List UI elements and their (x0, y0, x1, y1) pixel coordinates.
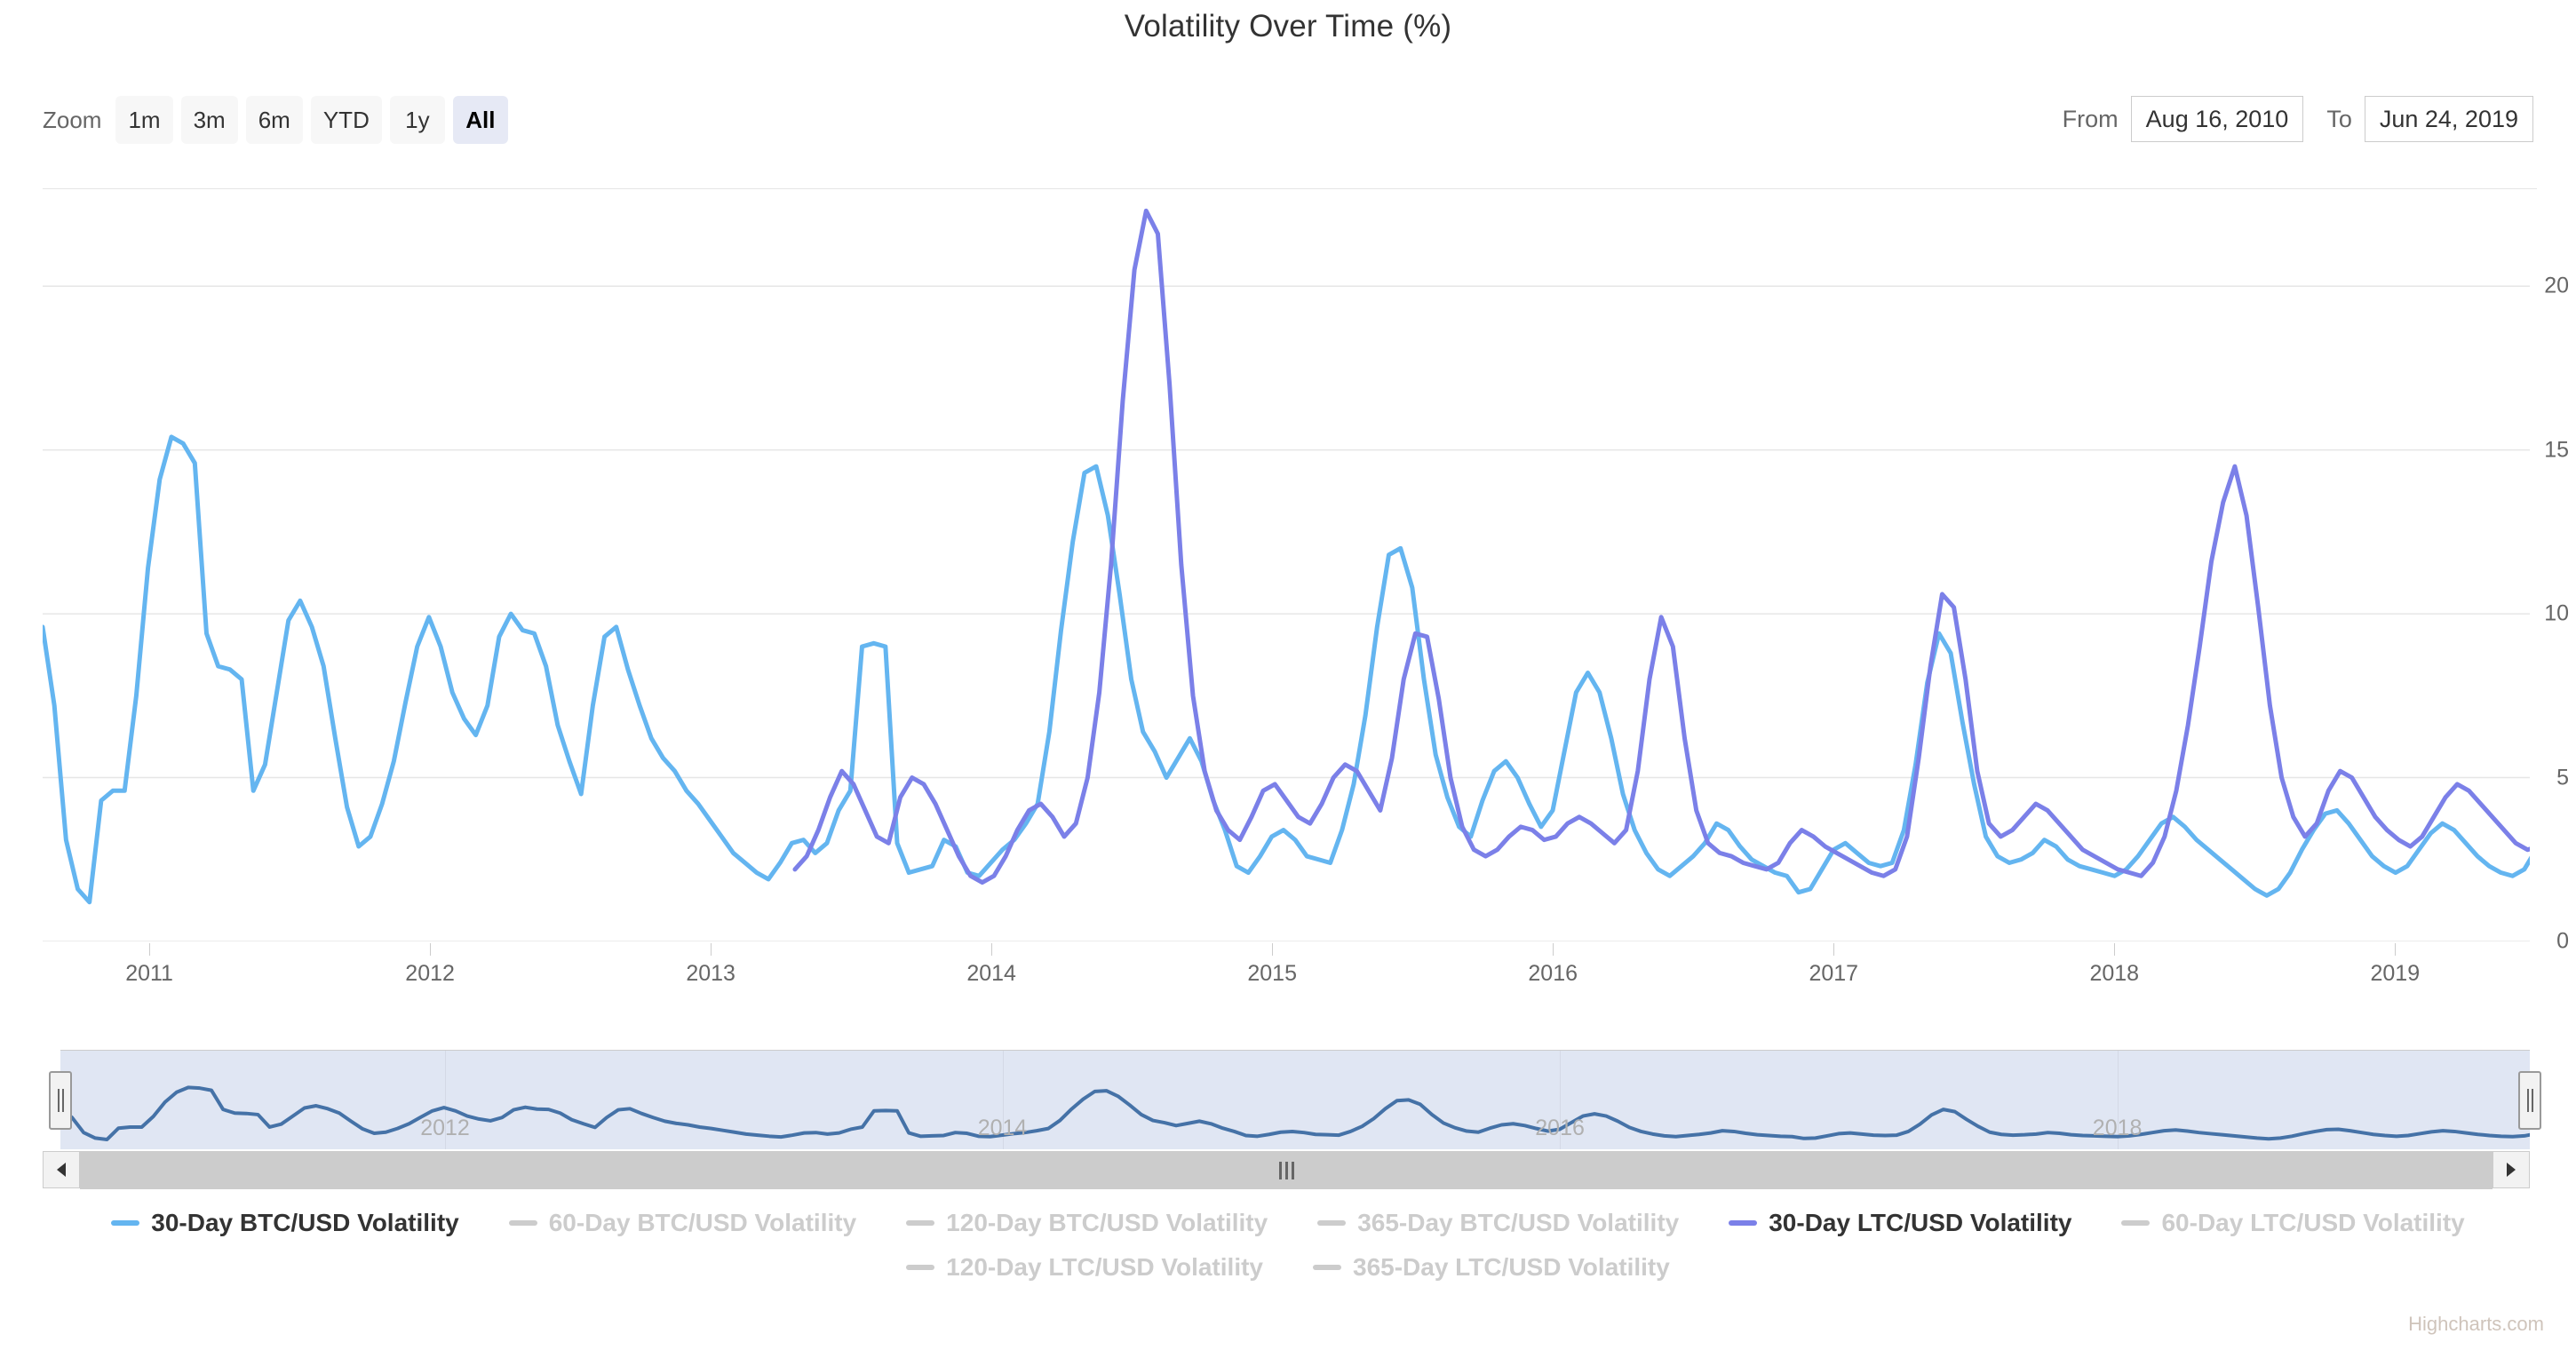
legend-item-label: 60-Day BTC/USD Volatility (548, 1209, 857, 1236)
legend-item-120-day-btc-usd-volatility[interactable]: 120-Day BTC/USD Volatility (906, 1201, 1268, 1245)
range-button-ytd[interactable]: YTD (310, 96, 382, 144)
to-label: To (2326, 105, 2352, 132)
x-axis-tick-label: 2011 (125, 961, 173, 986)
x-axis-tick (1833, 943, 1835, 956)
legend-item-label: 120-Day BTC/USD Volatility (946, 1209, 1268, 1236)
range-button-all[interactable]: All (452, 96, 508, 144)
range-selector-divider (43, 188, 2537, 189)
navigator-handle-left[interactable] (49, 1071, 72, 1130)
legend-item-label: 365-Day BTC/USD Volatility (1357, 1209, 1680, 1236)
legend-item-365-day-btc-usd-volatility[interactable]: 365-Day BTC/USD Volatility (1317, 1201, 1679, 1245)
legend-item-label: 60-Day LTC/USD Volatility (2161, 1209, 2465, 1236)
navigator-gridline (2117, 1051, 2119, 1149)
x-axis-tick (991, 943, 993, 956)
legend-item-60-day-ltc-usd-volatility[interactable]: 60-Day LTC/USD Volatility (2121, 1201, 2465, 1245)
y-gridlines (43, 285, 2530, 941)
scrollbar-thumb[interactable] (80, 1152, 2493, 1189)
legend-item-label: 365-Day LTC/USD Volatility (1353, 1253, 1670, 1281)
scrollbar-arrow-left-icon[interactable] (43, 1151, 80, 1188)
legend-item-label: 30-Day BTC/USD Volatility (151, 1209, 459, 1236)
legend-marker-icon (2121, 1220, 2151, 1226)
legend-marker-icon (1317, 1220, 1347, 1226)
legend-item-30-day-btc-usd-volatility[interactable]: 30-Day BTC/USD Volatility (111, 1201, 459, 1245)
navigator-series-canvas (60, 1085, 2530, 1142)
series-line-btc-30day (43, 434, 2530, 905)
x-axis-tick (2395, 943, 2397, 956)
x-axis-tick (711, 943, 712, 956)
x-axis-tick (430, 943, 432, 956)
navigator-year-label: 2018 (2092, 1116, 2143, 1140)
legend-marker-icon (906, 1265, 935, 1270)
range-button-6m[interactable]: 6m (245, 96, 303, 144)
scrollbar[interactable] (43, 1151, 2530, 1189)
navigator-year-label: 2014 (977, 1116, 1028, 1140)
series-canvas (43, 208, 2530, 941)
x-axis-tick (2114, 943, 2116, 956)
credits-label[interactable]: Highcharts.com (2408, 1313, 2544, 1335)
x-axis-tick (149, 943, 151, 956)
navigator-gridline (1560, 1051, 1562, 1149)
range-selector-label: Zoom (43, 106, 102, 133)
legend-item-label: 120-Day LTC/USD Volatility (946, 1253, 1263, 1281)
legend-item-30-day-ltc-usd-volatility[interactable]: 30-Day LTC/USD Volatility (1729, 1201, 2071, 1245)
x-axis-tick-label: 2017 (1809, 961, 1859, 986)
navigator-gridline (1002, 1051, 1004, 1149)
y-axis-tick-label: 15 (2544, 437, 2569, 463)
x-axis-tick-label: 2018 (2089, 961, 2140, 986)
navigator-series-line (60, 1085, 2530, 1142)
range-selector: Zoom 1m 3m 6m YTD 1y All (43, 96, 516, 144)
navigator-gridline (445, 1051, 446, 1149)
to-date-input[interactable]: Jun 24, 2019 (2364, 96, 2533, 142)
series-line-ltc-30day (792, 208, 2530, 885)
x-axis-tick (1272, 943, 1274, 956)
range-button-1y[interactable]: 1y (389, 96, 445, 144)
legend-marker-icon (111, 1220, 140, 1226)
range-inputs: From Aug 16, 2010 To Jun 24, 2019 (2063, 96, 2533, 142)
x-axis-tick-label: 2014 (966, 961, 1016, 986)
y-axis-tick-label: 10 (2544, 600, 2569, 626)
y-axis-tick-label: 0 (2556, 928, 2569, 954)
x-axis-tick-label: 2015 (1247, 961, 1297, 986)
from-date-input[interactable]: Aug 16, 2010 (2130, 96, 2304, 142)
navigator-handle-right[interactable] (2518, 1071, 2541, 1130)
y-axis-tick-label: 20 (2544, 273, 2569, 298)
scrollbar-track[interactable] (80, 1151, 2493, 1189)
x-axis-tick-label: 2013 (686, 961, 735, 986)
legend-item-365-day-ltc-usd-volatility[interactable]: 365-Day LTC/USD Volatility (1313, 1245, 1670, 1290)
legend-marker-icon (1729, 1220, 1758, 1226)
navigator-year-label: 2012 (420, 1116, 470, 1140)
navigator[interactable]: 2012 2014 2016 2018 (49, 1050, 2541, 1149)
legend-marker-icon (906, 1220, 935, 1226)
legend: 30-Day BTC/USD Volatility 60-Day BTC/USD … (0, 1201, 2576, 1290)
page-title: Volatility Over Time (%) (1124, 9, 1452, 44)
range-button-1m[interactable]: 1m (115, 96, 173, 144)
from-label: From (2062, 105, 2119, 132)
y-axis-tick-label: 5 (2556, 765, 2569, 790)
legend-marker-icon (508, 1220, 537, 1226)
scrollbar-arrow-right-icon[interactable] (2493, 1151, 2530, 1188)
navigator-year-label: 2016 (1535, 1116, 1585, 1140)
x-axis-tick-label: 2016 (1528, 961, 1578, 986)
legend-item-label: 30-Day LTC/USD Volatility (1769, 1209, 2072, 1236)
plot-area[interactable] (43, 204, 2530, 941)
legend-marker-icon (1313, 1265, 1341, 1270)
x-axis-tick-label: 2019 (2370, 961, 2421, 986)
legend-item-60-day-btc-usd-volatility[interactable]: 60-Day BTC/USD Volatility (508, 1201, 857, 1245)
x-axis-tick (1553, 943, 1554, 956)
range-button-3m[interactable]: 3m (180, 96, 238, 144)
legend-item-120-day-ltc-usd-volatility[interactable]: 120-Day LTC/USD Volatility (906, 1245, 1263, 1290)
x-axis-tick-label: 2012 (405, 961, 455, 986)
